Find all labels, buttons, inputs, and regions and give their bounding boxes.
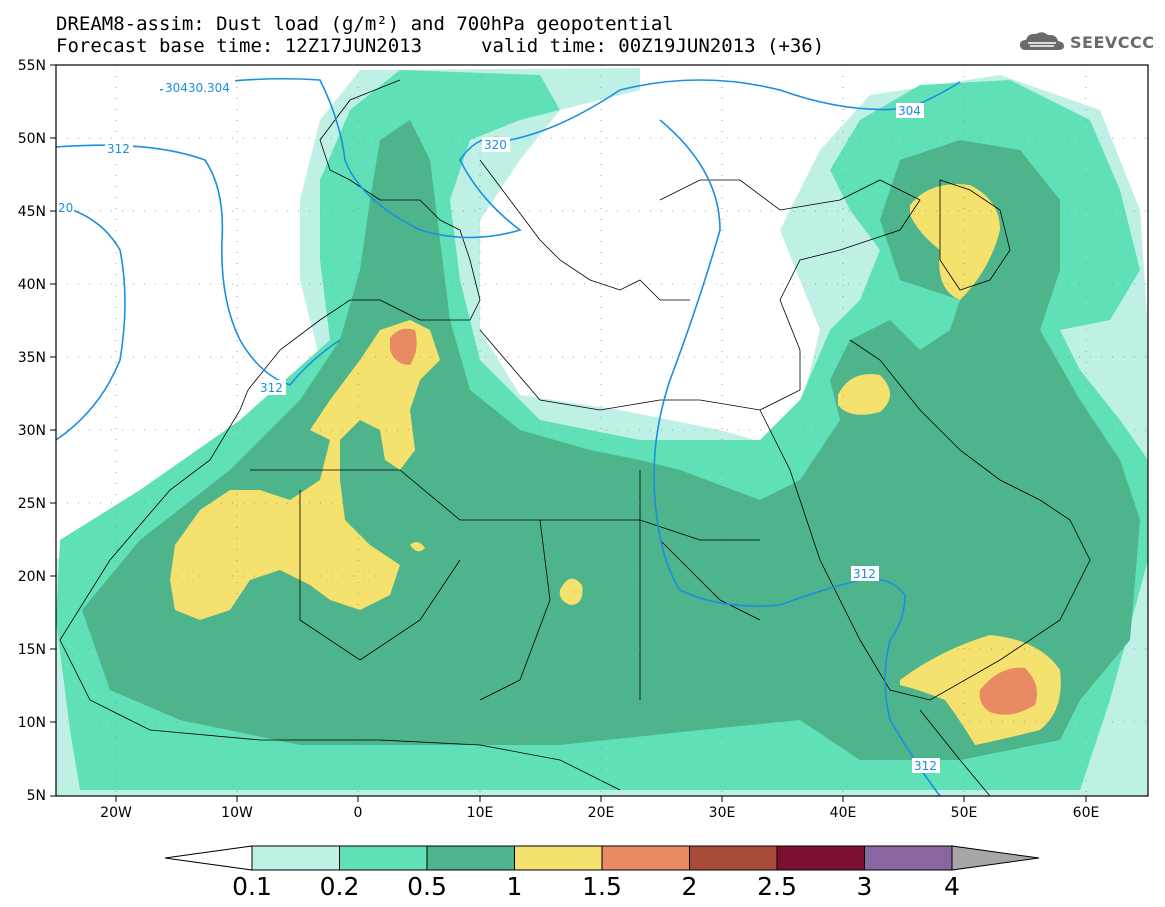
dust-level-1 bbox=[910, 184, 1000, 300]
colorbar-label: 1.5 bbox=[582, 872, 622, 901]
contour-label: 312 bbox=[260, 381, 283, 395]
lat-label: 50N bbox=[18, 131, 46, 147]
axis-ticks bbox=[50, 64, 1087, 802]
lon-label: 20W bbox=[100, 805, 132, 821]
lat-label: 10N bbox=[18, 715, 46, 731]
colorbar-label: 4 bbox=[944, 872, 960, 901]
lon-label: 60E bbox=[1073, 805, 1100, 821]
dust-level-1.5 bbox=[390, 328, 417, 365]
dust-level-1 bbox=[559, 578, 583, 605]
colorbar-label: 0.5 bbox=[407, 872, 447, 901]
colorbar-label: 0.1 bbox=[232, 872, 272, 901]
latitude-labels: 55N 50N 45N 40N 35N 30N 25N 20N 15N 10N … bbox=[18, 58, 46, 804]
colorbar-low-arrow bbox=[164, 845, 253, 871]
colorbar-label: 1 bbox=[506, 872, 523, 901]
lon-label: 30E bbox=[709, 805, 736, 821]
contour-labels: 30430.304 312 320 304 20 312 312 312 bbox=[56, 80, 940, 773]
geopotential-contours bbox=[56, 77, 961, 796]
contour-312-east bbox=[653, 119, 941, 796]
seevccc-logo: SEEVCCC bbox=[1018, 28, 1155, 56]
colorbar-box bbox=[251, 845, 340, 871]
cloud-logo-icon bbox=[1020, 32, 1064, 50]
dust-level-1 bbox=[410, 542, 425, 552]
colorbar-box bbox=[776, 845, 865, 871]
lon-label: 10E bbox=[467, 805, 494, 821]
colorbar-box bbox=[426, 845, 515, 871]
colorbar-box bbox=[514, 845, 603, 871]
logo-text: SEEVCCC bbox=[1070, 32, 1155, 52]
colorbar-label: 2 bbox=[681, 872, 698, 901]
contour-label: 20 bbox=[58, 201, 73, 215]
lat-label: 30N bbox=[18, 423, 46, 439]
colorbar-box bbox=[601, 845, 690, 871]
lat-label: 35N bbox=[18, 350, 46, 366]
lat-label: 25N bbox=[18, 496, 46, 512]
colorbar-box bbox=[339, 845, 428, 871]
dust-level-1 bbox=[170, 320, 440, 620]
dust-level-1.5 bbox=[979, 667, 1038, 715]
lon-label: 0 bbox=[354, 805, 363, 821]
gridlines bbox=[56, 65, 1148, 796]
longitude-labels: 20W 10W 0 10E 20E 30E 40E 50E 60E bbox=[100, 805, 1099, 821]
lat-label: 20N bbox=[18, 569, 46, 585]
forecast-base-time: Forecast base time: 12Z17JUN2013 bbox=[56, 35, 423, 57]
lat-label: 45N bbox=[18, 204, 46, 220]
valid-time: valid time: 00Z19JUN2013 (+36) bbox=[481, 35, 825, 57]
contour-304-top bbox=[159, 77, 961, 239]
lon-label: 50E bbox=[951, 805, 978, 821]
dust-fields bbox=[56, 68, 1148, 796]
colorbar-label: 3 bbox=[856, 872, 873, 901]
lat-label: 15N bbox=[18, 642, 46, 658]
colorbar bbox=[164, 845, 1040, 871]
colorbar-label: 2.5 bbox=[757, 872, 797, 901]
lat-label: 5N bbox=[27, 788, 46, 804]
colorbar-label: 0.2 bbox=[319, 872, 360, 901]
lon-label: 40E bbox=[830, 805, 857, 821]
colorbar-high-arrow bbox=[951, 845, 1040, 871]
colorbar-box bbox=[864, 845, 953, 871]
contour-312-west bbox=[56, 144, 341, 386]
dust-level-1 bbox=[838, 374, 890, 415]
lon-label: 10W bbox=[221, 805, 253, 821]
contour-label: 304 bbox=[898, 104, 921, 118]
contour-label: 30430.304 bbox=[165, 81, 230, 95]
lat-label: 40N bbox=[18, 277, 46, 293]
chart-title: DREAM8-assim: Dust load (g/m²) and 700hP… bbox=[56, 13, 674, 35]
colorbar-box bbox=[689, 845, 778, 871]
contour-label: 312 bbox=[107, 142, 130, 156]
contour-320-west bbox=[56, 204, 126, 441]
lon-label: 20E bbox=[588, 805, 615, 821]
contour-label: 312 bbox=[853, 567, 876, 581]
coastlines bbox=[59, 79, 1091, 796]
contour-label: 312 bbox=[914, 759, 937, 773]
contour-label: 320 bbox=[484, 138, 507, 152]
lat-label: 55N bbox=[18, 58, 46, 74]
